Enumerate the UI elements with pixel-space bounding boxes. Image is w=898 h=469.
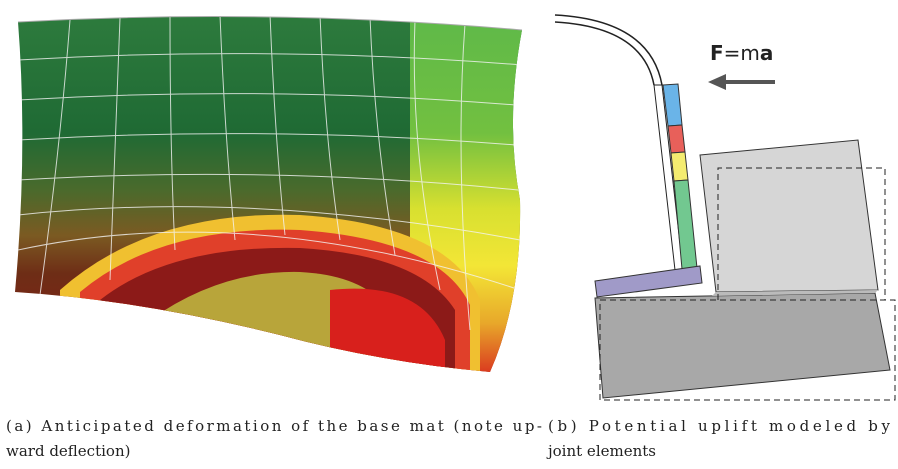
force-a: a (760, 41, 774, 65)
caption-b-line: joint elements (546, 442, 656, 460)
force-eq: =m (724, 41, 760, 65)
caption-a-line: ward deflection) (6, 442, 130, 460)
mat-edge (17, 16, 523, 31)
uplift-schematic: F=ma (554, 14, 896, 401)
force-label: F=ma (710, 41, 773, 65)
caption-a-line: (a) Anticipated deformation of the base … (6, 417, 542, 435)
caption-b-line: (b) Potential uplift modeled by (548, 417, 891, 435)
force-f: F (710, 41, 724, 65)
base-mat (15, 16, 522, 373)
